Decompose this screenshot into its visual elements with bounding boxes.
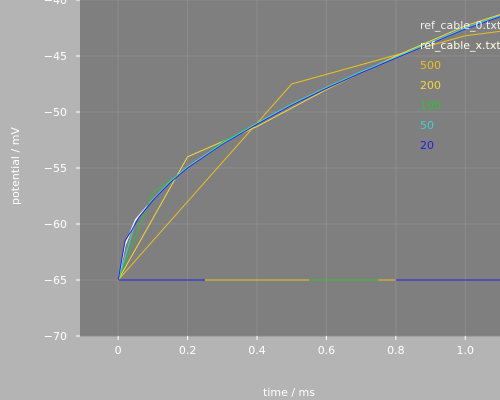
series-line-6 [117,16,500,281]
legend-entry-5: 50 [420,119,434,132]
y-axis-ticks: −70 −65 −60 −55 −50 −45 −40 [44,0,80,343]
legend-entry-6: 20 [420,139,434,152]
x-tick-label-4: 0.8 [387,344,405,357]
x-tick-label-2: 0.4 [248,344,266,357]
y-tick-label-6: −40 [44,0,67,7]
legend-entry-0: ref_cable_0.txt [420,19,500,32]
y-tick-label-2: −60 [44,218,67,231]
x-tick-label-3: 0.6 [318,344,336,357]
legend-entry-4: 100 [420,99,441,112]
x-axis-ticks: 0 0.2 0.4 0.6 0.8 1.0 [115,336,474,357]
legend-entry-1: ref_cable_x.txt [420,39,500,52]
x-axis-label: time / ms [263,386,315,399]
y-tick-label-5: −45 [44,50,67,63]
y-tick-label-3: −55 [44,162,67,175]
series-lines [117,14,500,281]
y-tick-label-0: −70 [44,330,67,343]
series-line-5 [117,15,500,281]
legend-entry-2: 500 [420,59,441,72]
y-tick-label-4: −50 [44,106,67,119]
x-tick-label-0: 0 [115,344,122,357]
y-axis-label: potential / mV [9,127,22,205]
y-tick-label-1: −65 [44,274,67,287]
legend: ref_cable_0.txt ref_cable_x.txt 500 200 100 5… [420,19,500,152]
series-line-3 [117,14,500,281]
x-tick-label-5: 1.0 [457,344,475,357]
legend-entry-3: 200 [420,79,441,92]
x-tick-label-1: 0.2 [179,344,197,357]
series-line-2 [117,30,500,281]
